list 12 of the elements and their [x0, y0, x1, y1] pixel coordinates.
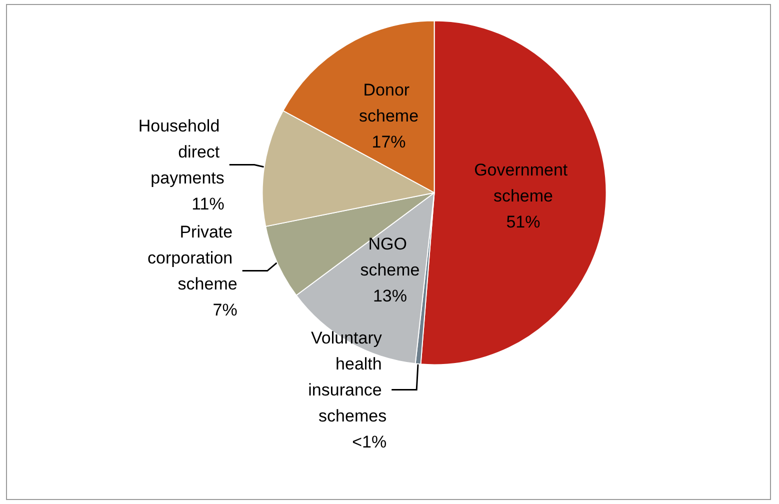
slice-label: Voluntary health insurance schemes [308, 328, 387, 426]
data-label: 13% [372, 286, 407, 306]
data-label: 51% [506, 212, 540, 232]
slice-label: NGO scheme [360, 234, 420, 280]
slice-label: Government scheme [474, 160, 572, 206]
data-label: 17% [372, 132, 406, 152]
data-label: <1% [352, 432, 387, 452]
data-label: 11% [192, 194, 224, 214]
slice-label: Donor scheme [359, 80, 419, 126]
slice-label: Household direct payments [138, 116, 224, 188]
slice-label: Private corporation scheme [148, 222, 238, 294]
data-label: 7% [212, 300, 238, 320]
